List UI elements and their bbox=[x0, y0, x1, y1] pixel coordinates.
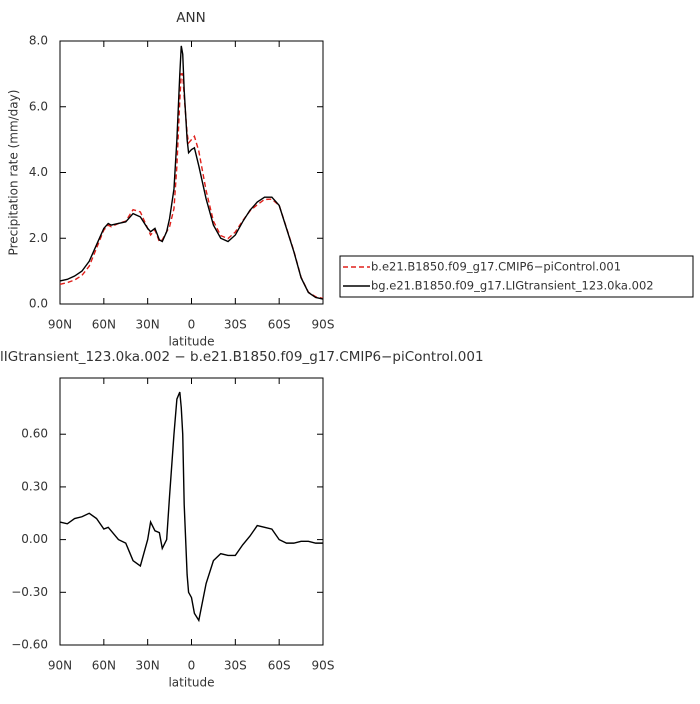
legend-label: b.e21.B1850.f09_g17.CMIP6−piControl.001 bbox=[371, 260, 621, 274]
y-tick-label: 0.60 bbox=[21, 427, 48, 441]
y-axis-label: Precipitation rate (mm/day) bbox=[7, 90, 21, 256]
x-tick-label: 60S bbox=[268, 318, 291, 332]
x-axis-label: latitude bbox=[168, 676, 214, 690]
x-tick-label: 0 bbox=[188, 659, 196, 673]
data-line bbox=[59, 45, 324, 300]
plot-frame bbox=[59, 40, 324, 305]
chart-title: lIGtransient_123.0ka.002 − b.e21.B1850.f… bbox=[0, 349, 484, 365]
y-tick-label: −0.30 bbox=[11, 585, 48, 599]
x-tick-label: 30S bbox=[224, 318, 247, 332]
y-tick-label: 8.0 bbox=[29, 34, 48, 48]
x-tick-label: 90S bbox=[312, 659, 335, 673]
chart-title: ANN bbox=[176, 10, 205, 26]
x-tick-label: 30S bbox=[224, 659, 247, 673]
legend-label: bg.e21.B1850.f09_g17.LIGtransient_123.0k… bbox=[371, 279, 654, 293]
legend-box bbox=[339, 255, 694, 298]
y-tick-label: −0.60 bbox=[11, 638, 48, 652]
y-tick-label: 0.0 bbox=[29, 297, 48, 311]
x-tick-label: 60S bbox=[268, 659, 291, 673]
y-tick-label: 6.0 bbox=[29, 99, 48, 113]
x-tick-label: 90N bbox=[48, 659, 72, 673]
y-tick-label: 0.30 bbox=[21, 479, 48, 493]
x-tick-label: 60N bbox=[92, 318, 116, 332]
x-tick-label: 60N bbox=[92, 659, 116, 673]
y-tick-label: 2.0 bbox=[29, 231, 48, 245]
plot-frame bbox=[59, 377, 324, 646]
x-tick-label: 0 bbox=[188, 318, 196, 332]
x-tick-label: 90S bbox=[312, 318, 335, 332]
x-tick-label: 30N bbox=[136, 318, 160, 332]
x-axis-label: latitude bbox=[168, 335, 214, 349]
x-tick-label: 30N bbox=[136, 659, 160, 673]
y-tick-label: 4.0 bbox=[29, 165, 48, 179]
x-tick-label: 90N bbox=[48, 318, 72, 332]
data-line bbox=[59, 391, 323, 623]
data-line bbox=[59, 73, 324, 300]
y-tick-label: 0.00 bbox=[21, 532, 48, 546]
